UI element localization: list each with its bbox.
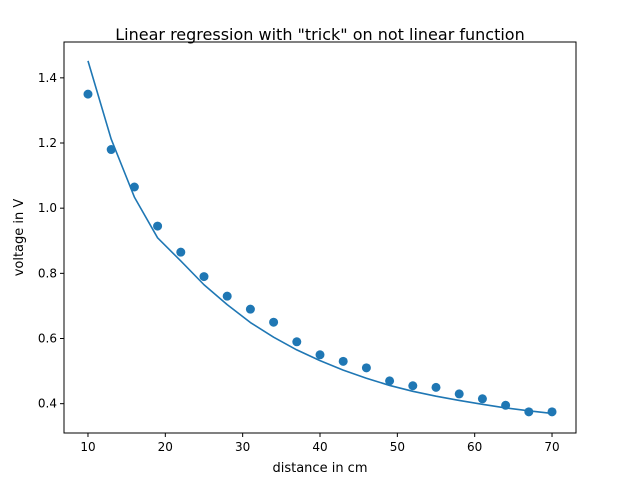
fit-line <box>87 60 553 415</box>
y-tick-label: 1.0 <box>38 201 57 215</box>
data-point <box>524 407 534 417</box>
data-point <box>477 394 487 404</box>
y-tick-label: 1.4 <box>38 71 57 85</box>
data-point <box>338 356 348 366</box>
data-point <box>222 291 232 301</box>
y-tick-label: 1.2 <box>38 136 57 150</box>
data-point <box>292 337 302 347</box>
y-tick-label: 0.8 <box>38 266 57 280</box>
x-tick-label: 20 <box>158 440 173 454</box>
y-tick-label: 0.6 <box>38 332 57 346</box>
chart-title: Linear regression with "trick" on not li… <box>115 25 524 44</box>
data-point <box>431 382 441 392</box>
data-point <box>269 317 279 327</box>
data-point <box>361 363 371 373</box>
data-point <box>501 400 511 410</box>
data-point <box>454 389 464 399</box>
data-point <box>83 89 93 99</box>
x-tick-label: 70 <box>544 440 559 454</box>
data-point <box>199 272 209 282</box>
y-axis-label: voltage in V <box>12 199 27 277</box>
x-axis-label: distance in cm <box>272 461 367 476</box>
data-point <box>385 376 395 386</box>
data-point <box>106 145 116 155</box>
data-point <box>547 407 557 417</box>
plot-area: 10 20 30 40 50 60 70 0.4 0.6 0.8 1.0 1.2 1.4 <box>38 60 560 454</box>
x-tick-label: 10 <box>80 440 95 454</box>
data-point <box>153 221 163 231</box>
data-point <box>245 304 255 314</box>
x-tick-label: 50 <box>390 440 405 454</box>
data-point <box>408 381 418 391</box>
x-tick-label: 30 <box>235 440 250 454</box>
data-point <box>176 247 186 257</box>
data-point <box>129 182 139 192</box>
x-tick-label: 40 <box>312 440 327 454</box>
axes-frame <box>63 41 577 434</box>
y-tick-label: 0.4 <box>38 397 57 411</box>
data-point <box>315 350 325 360</box>
x-tick-label: 60 <box>467 440 482 454</box>
